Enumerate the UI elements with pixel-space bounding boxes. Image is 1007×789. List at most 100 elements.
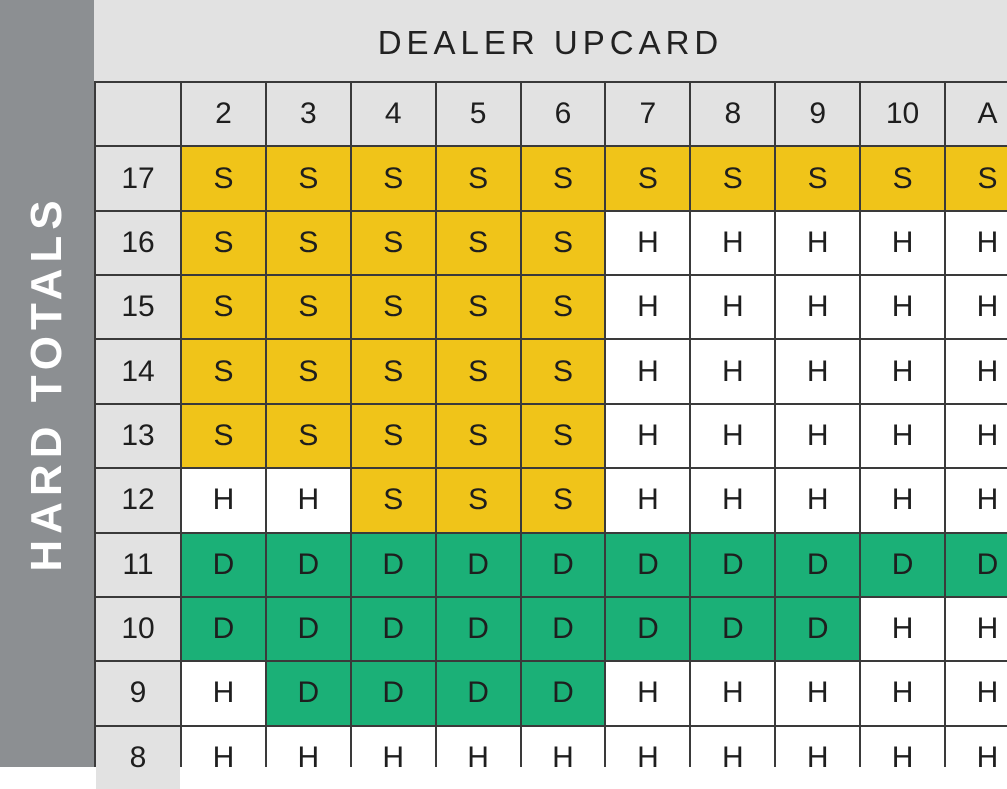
- strategy-cell: S: [182, 211, 265, 275]
- strategy-cell: S: [182, 404, 265, 468]
- strategy-cell: D: [606, 533, 690, 596]
- strategy-cell: S: [266, 211, 350, 275]
- column-header: 3: [266, 83, 350, 146]
- strategy-cell: D: [351, 662, 435, 725]
- strategy-cell: D: [436, 597, 520, 661]
- strategy-cell: H: [946, 211, 1007, 275]
- strategy-cell: H: [606, 662, 690, 725]
- strategy-cell: H: [946, 276, 1007, 339]
- strategy-cell: S: [266, 147, 350, 210]
- strategy-cell: S: [351, 147, 435, 210]
- strategy-cell: S: [351, 469, 435, 532]
- strategy-cell: D: [182, 533, 265, 596]
- strategy-cell: S: [351, 340, 435, 403]
- column-header: 2: [182, 83, 265, 146]
- column-header: 9: [776, 83, 860, 146]
- row-header: 10: [96, 597, 180, 661]
- strategy-cell: D: [691, 597, 775, 661]
- strategy-cell: H: [861, 597, 945, 661]
- row-header: 12: [96, 469, 180, 532]
- row-header: 17: [96, 147, 180, 210]
- row-header: 8: [96, 726, 180, 789]
- strategy-cell: S: [521, 276, 605, 339]
- strategy-cell: H: [351, 726, 435, 789]
- strategy-cell: S: [436, 469, 520, 532]
- hard-totals-label: HARD TOTALS: [22, 194, 71, 572]
- strategy-cell: H: [861, 469, 945, 532]
- strategy-cell: S: [776, 147, 860, 210]
- row-header: 13: [96, 404, 180, 468]
- strategy-cell: D: [776, 597, 860, 661]
- strategy-cell: H: [182, 662, 265, 725]
- strategy-cell: H: [606, 340, 690, 403]
- strategy-cell: H: [691, 662, 775, 725]
- row-header: 14: [96, 340, 180, 403]
- column-header: A: [946, 83, 1007, 146]
- strategy-cell: H: [691, 404, 775, 468]
- strategy-cell: H: [861, 662, 945, 725]
- strategy-cell: H: [861, 276, 945, 339]
- column-header: 5: [436, 83, 520, 146]
- strategy-cell: D: [351, 597, 435, 661]
- strategy-cell: S: [182, 276, 265, 339]
- strategy-cell: H: [776, 662, 860, 725]
- strategy-cell: D: [266, 597, 350, 661]
- strategy-cell: H: [776, 340, 860, 403]
- strategy-cell: H: [946, 404, 1007, 468]
- strategy-cell: S: [521, 340, 605, 403]
- strategy-cell: D: [436, 662, 520, 725]
- strategy-cell: S: [946, 147, 1007, 210]
- strategy-cell: H: [946, 726, 1007, 789]
- strategy-cell: S: [606, 147, 690, 210]
- strategy-cell: H: [776, 211, 860, 275]
- strategy-cell: S: [266, 404, 350, 468]
- strategy-cell: D: [351, 533, 435, 596]
- strategy-cell: H: [606, 276, 690, 339]
- strategy-cell: H: [606, 211, 690, 275]
- strategy-cell: H: [861, 340, 945, 403]
- strategy-cell: H: [691, 726, 775, 789]
- strategy-cell: S: [861, 147, 945, 210]
- strategy-cell: H: [776, 469, 860, 532]
- strategy-cell: H: [606, 404, 690, 468]
- strategy-cell: D: [436, 533, 520, 596]
- strategy-cell: D: [861, 533, 945, 596]
- strategy-cell: S: [436, 276, 520, 339]
- strategy-cell: H: [182, 726, 265, 789]
- row-header: 11: [96, 533, 180, 596]
- strategy-cell: S: [182, 340, 265, 403]
- column-header: 6: [521, 83, 605, 146]
- strategy-cell: H: [521, 726, 605, 789]
- strategy-cell: S: [266, 276, 350, 339]
- strategy-cell: S: [521, 404, 605, 468]
- strategy-cell: H: [691, 211, 775, 275]
- strategy-cell: H: [861, 211, 945, 275]
- strategy-cell: D: [266, 662, 350, 725]
- strategy-cell: H: [861, 404, 945, 468]
- side-panel: HARD TOTALS: [0, 0, 94, 767]
- strategy-cell: S: [521, 147, 605, 210]
- strategy-cell: H: [266, 469, 350, 532]
- strategy-cell: D: [521, 597, 605, 661]
- strategy-cell: H: [606, 469, 690, 532]
- strategy-cell: H: [182, 469, 265, 532]
- column-header: 7: [606, 83, 690, 146]
- strategy-cell: H: [946, 340, 1007, 403]
- strategy-cell: H: [266, 726, 350, 789]
- strategy-cell: D: [182, 597, 265, 661]
- column-header: 8: [691, 83, 775, 146]
- strategy-cell: S: [182, 147, 265, 210]
- row-header: 16: [96, 211, 180, 275]
- strategy-cell: H: [946, 597, 1007, 661]
- strategy-cell: H: [946, 662, 1007, 725]
- strategy-cell: H: [691, 340, 775, 403]
- strategy-cell: H: [776, 404, 860, 468]
- strategy-cell: S: [436, 147, 520, 210]
- strategy-cell: D: [606, 597, 690, 661]
- strategy-cell: H: [776, 726, 860, 789]
- strategy-cell: S: [351, 276, 435, 339]
- strategy-cell: H: [691, 469, 775, 532]
- strategy-cell: D: [521, 533, 605, 596]
- strategy-cell: H: [606, 726, 690, 789]
- strategy-cell: D: [691, 533, 775, 596]
